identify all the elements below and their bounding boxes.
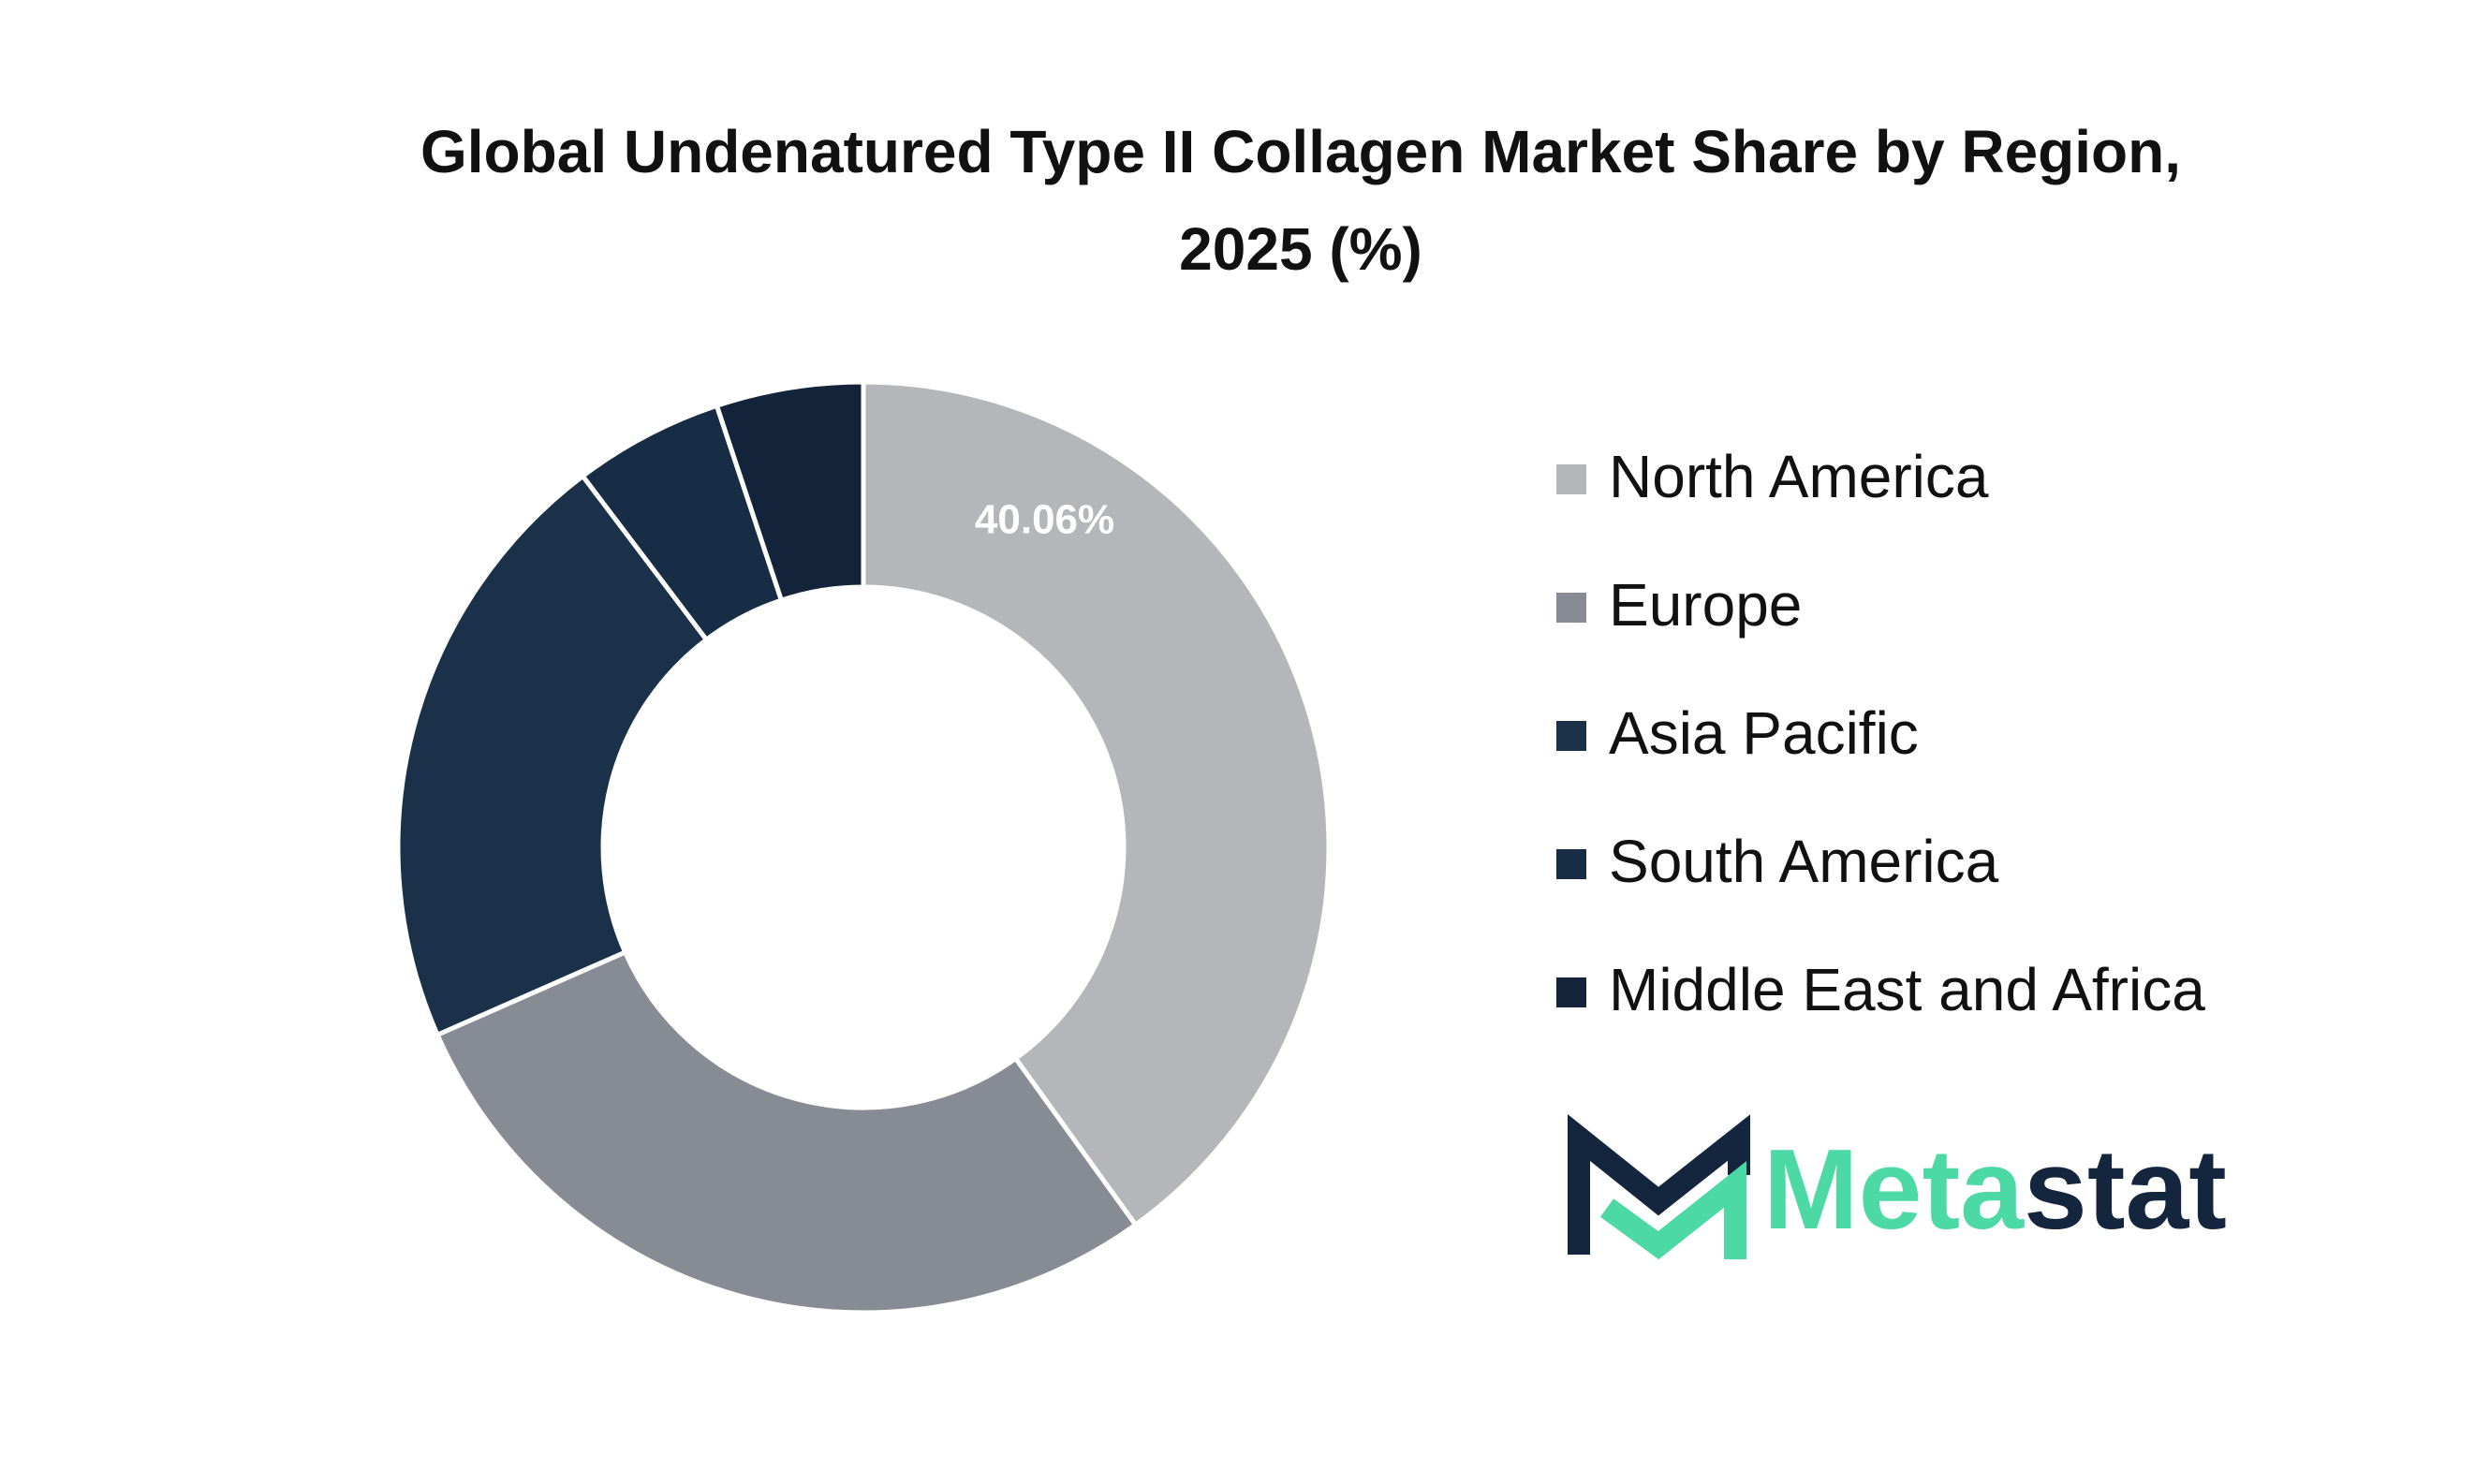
legend-label: Asia Pacific bbox=[1609, 699, 1919, 767]
logo-mark-green bbox=[1599, 1161, 1746, 1260]
chart-title: Global Undenatured Type II Collagen Mark… bbox=[420, 118, 2182, 283]
legend-swatch bbox=[1556, 721, 1586, 751]
legend-label: Europe bbox=[1609, 571, 1802, 639]
legend-swatch bbox=[1556, 849, 1586, 879]
slice bbox=[395, 472, 710, 1038]
slice bbox=[861, 379, 1332, 1228]
legend-swatch bbox=[1556, 977, 1586, 1007]
logo-text-part: stat bbox=[2024, 1125, 2227, 1253]
legend-label: Middle East and Africa bbox=[1609, 956, 2205, 1023]
slice bbox=[434, 948, 1140, 1315]
legend-label: South America bbox=[1609, 828, 1999, 895]
logo-icon bbox=[1568, 1114, 1750, 1260]
legend-swatch bbox=[1556, 464, 1586, 494]
logo-text-part: Meta bbox=[1763, 1125, 2025, 1253]
logo-mark-dark bbox=[1568, 1114, 1750, 1255]
legend-label: North America bbox=[1609, 443, 1989, 510]
slice bbox=[714, 379, 866, 604]
data-label: 40.06% bbox=[975, 496, 1114, 542]
logo-text: Metastat bbox=[1763, 1125, 2227, 1253]
legend-swatch bbox=[1556, 593, 1586, 623]
